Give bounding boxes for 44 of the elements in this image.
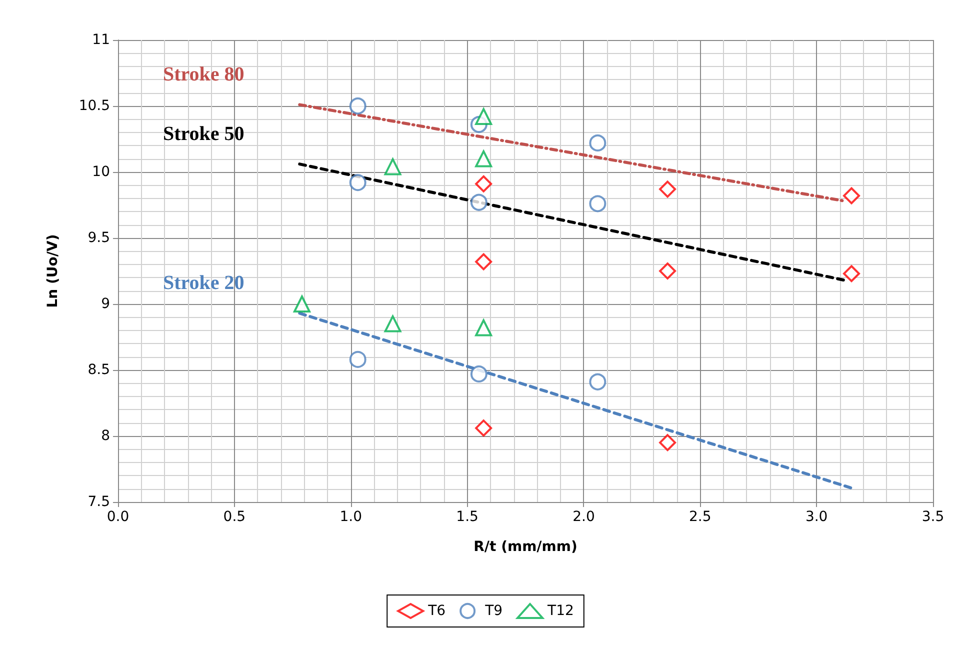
point <box>589 195 606 212</box>
point <box>843 265 860 282</box>
point <box>659 262 676 280</box>
x-tick-label: 0.0 <box>106 509 130 525</box>
point <box>475 319 492 336</box>
x-tick-label: 1.0 <box>340 509 362 525</box>
x-tick-label: 0.5 <box>223 509 246 525</box>
y-tick-label: 10 <box>92 164 110 180</box>
point <box>470 365 488 382</box>
y-tick-label: 8.5 <box>88 362 110 378</box>
point <box>293 296 310 312</box>
y-tick-label: 8 <box>101 428 110 444</box>
point <box>349 174 366 192</box>
y-tick-label: 7.5 <box>88 494 110 510</box>
x-tick-label: 3.0 <box>805 509 828 525</box>
point <box>475 175 492 192</box>
x-axis-title: R/t (mm/mm) <box>474 539 578 555</box>
annotation: Stroke 50 <box>163 123 244 146</box>
point <box>475 420 492 437</box>
point <box>659 434 676 452</box>
x-tick-label: 3.5 <box>922 509 944 525</box>
point <box>475 150 492 168</box>
point <box>589 134 606 152</box>
x-tick-label: 2.0 <box>572 509 595 525</box>
y-tick-label: 11 <box>92 32 110 48</box>
point <box>349 98 366 114</box>
point <box>659 180 676 198</box>
legend-label: T12 <box>546 603 574 619</box>
legend-label: T9 <box>484 603 503 619</box>
point <box>475 253 492 270</box>
point <box>384 158 402 176</box>
x-tick-label: 2.5 <box>689 509 712 525</box>
point <box>475 108 492 126</box>
x-tick-label: 1.5 <box>456 509 478 525</box>
point <box>349 350 366 368</box>
y-tick-label: 9.5 <box>88 230 110 246</box>
y-tick-label: 9 <box>101 296 110 312</box>
point <box>384 315 402 332</box>
legend-label: T6 <box>427 603 446 619</box>
point <box>843 187 860 204</box>
point <box>470 194 488 211</box>
point <box>589 373 606 390</box>
y-tick-label: 10.5 <box>78 98 110 114</box>
y-axis-title: Ln (Uo/V) <box>45 234 61 308</box>
